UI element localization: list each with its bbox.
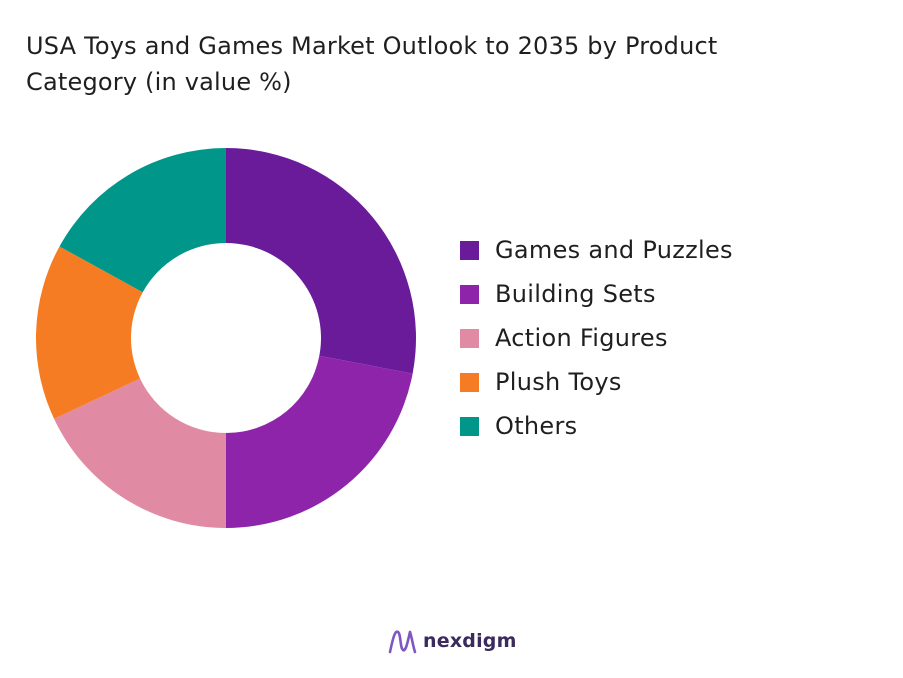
legend-label: Games and Puzzles — [495, 236, 733, 264]
chart-title-line-2: Category (in value %) — [26, 68, 292, 96]
nexdigm-logo-icon — [388, 630, 417, 654]
legend-item: Plush Toys — [460, 360, 733, 404]
legend-label: Plush Toys — [495, 368, 622, 396]
brand-footer: nexdigm — [387, 628, 517, 654]
donut-slice-building-sets — [226, 355, 413, 528]
legend-item: Others — [460, 404, 733, 448]
legend-label: Building Sets — [495, 280, 656, 308]
legend-label: Action Figures — [495, 324, 668, 352]
chart-title-line-1: USA Toys and Games Market Outlook to 203… — [26, 32, 718, 60]
chart-title: USA Toys and Games Market Outlook to 203… — [26, 28, 866, 100]
legend-item: Action Figures — [460, 316, 733, 360]
donut-slice-others — [59, 148, 226, 293]
donut-slice-plush-toys — [36, 246, 143, 419]
legend-label: Others — [495, 412, 578, 440]
legend-item: Building Sets — [460, 272, 733, 316]
legend-swatch — [460, 240, 479, 260]
chart-legend: Games and Puzzles Building Sets Action Fig… — [460, 228, 733, 448]
donut-slice-action-figures — [54, 378, 227, 528]
legend-item: Games and Puzzles — [460, 228, 733, 272]
legend-swatch — [460, 284, 479, 304]
legend-swatch — [460, 416, 479, 436]
donut-slice-games-and-puzzles — [226, 148, 417, 374]
legend-swatch — [460, 328, 479, 348]
legend-swatch — [460, 372, 479, 392]
brand-name: nexdigm — [423, 630, 517, 652]
